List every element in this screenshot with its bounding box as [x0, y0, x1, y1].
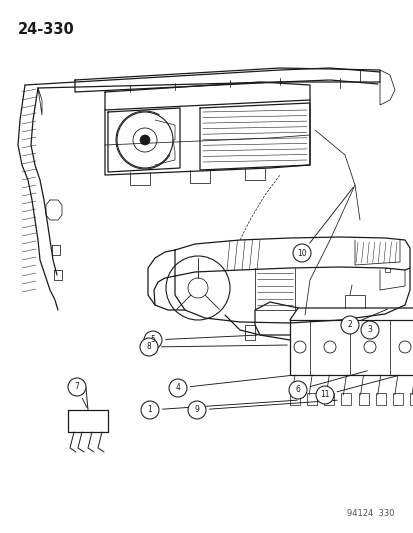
Text: 6: 6: [295, 385, 300, 394]
Circle shape: [140, 135, 150, 145]
Circle shape: [288, 381, 306, 399]
FancyBboxPatch shape: [289, 393, 299, 405]
Text: 5: 5: [150, 335, 155, 344]
Circle shape: [360, 321, 378, 339]
FancyBboxPatch shape: [375, 393, 385, 405]
Circle shape: [141, 401, 159, 419]
Text: 94124  330: 94124 330: [347, 509, 394, 518]
FancyBboxPatch shape: [409, 393, 413, 405]
Circle shape: [315, 386, 333, 404]
Text: 11: 11: [320, 391, 329, 400]
Text: 9: 9: [194, 406, 199, 415]
Text: 24-330: 24-330: [18, 22, 75, 37]
Text: 8: 8: [146, 343, 151, 351]
FancyBboxPatch shape: [306, 393, 316, 405]
Circle shape: [144, 331, 161, 349]
FancyBboxPatch shape: [341, 393, 351, 405]
Text: 7: 7: [74, 383, 79, 392]
Text: 2: 2: [347, 320, 351, 329]
Circle shape: [340, 316, 358, 334]
Circle shape: [68, 378, 86, 396]
FancyBboxPatch shape: [323, 393, 333, 405]
Text: 1: 1: [147, 406, 152, 415]
Circle shape: [292, 244, 310, 262]
Circle shape: [169, 379, 187, 397]
FancyBboxPatch shape: [358, 393, 368, 405]
Circle shape: [188, 401, 206, 419]
Text: 4: 4: [175, 384, 180, 392]
Circle shape: [140, 338, 158, 356]
Text: 3: 3: [367, 326, 372, 335]
Text: 10: 10: [297, 248, 306, 257]
FancyBboxPatch shape: [392, 393, 402, 405]
